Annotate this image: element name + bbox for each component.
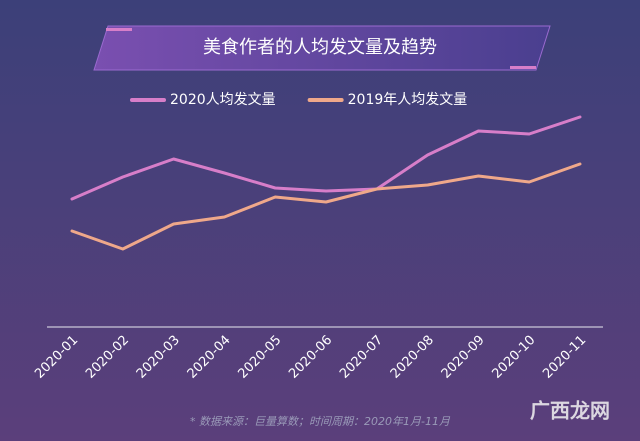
series-line [70,115,582,201]
legend-label: 2020人均发文量 [170,92,276,108]
chart-title: 美食作者的人均发文量及趋势 [203,37,437,58]
banner-accent [106,28,132,31]
watermark: 广西龙网 [530,399,610,423]
legend-label: 2019年人均发文量 [348,92,468,108]
footnote: * 数据来源：巨量算数；时间周期：2020年1月-11月 [190,415,451,428]
title-banner [93,25,551,71]
series-line [70,162,582,251]
banner-accent [510,66,536,69]
